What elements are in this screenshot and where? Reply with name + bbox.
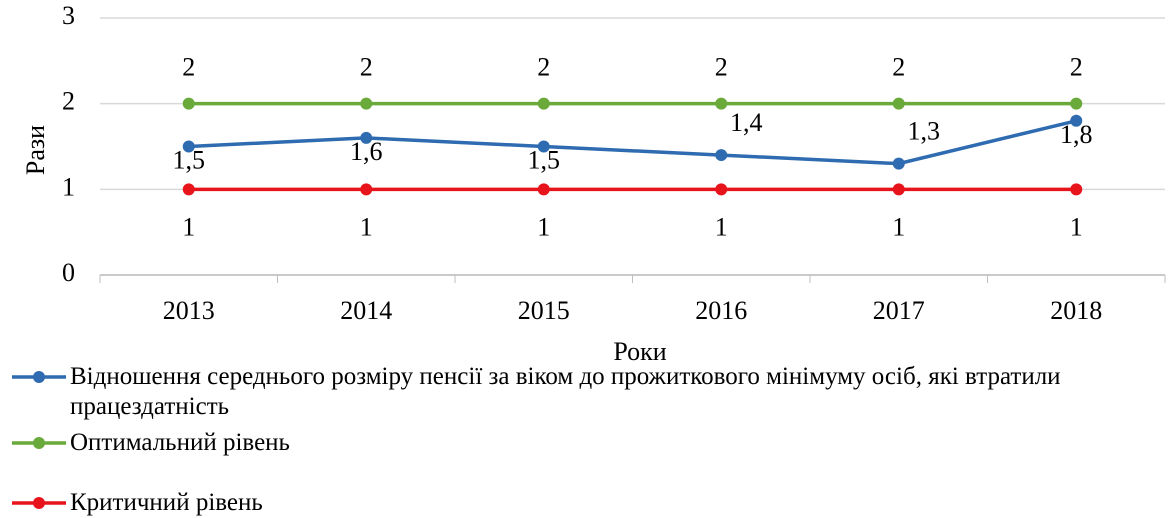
- x-tick-label: 2017: [873, 296, 925, 325]
- data-label: 1: [1070, 212, 1083, 241]
- series-line: [188, 119, 1077, 166]
- data-label: 2: [1070, 53, 1083, 82]
- data-label: 1,8: [1060, 120, 1093, 149]
- x-axis-label: Роки: [613, 337, 666, 366]
- legend-item: Відношення середнього розміру пенсії за …: [10, 362, 1160, 422]
- data-label: 1: [537, 212, 550, 241]
- point: [360, 183, 373, 196]
- point: [537, 97, 550, 110]
- point: [182, 183, 195, 196]
- data-label: 1,5: [173, 145, 206, 174]
- point: [892, 183, 905, 196]
- legend-swatch: [12, 437, 66, 449]
- x-tick-label: 2013: [163, 296, 215, 325]
- data-label: 2: [892, 53, 905, 82]
- data-label: 1: [892, 212, 905, 241]
- data-label: 2: [360, 53, 373, 82]
- data-label: 1: [360, 212, 373, 241]
- point: [715, 183, 728, 196]
- data-label: 1,3: [908, 117, 941, 146]
- y-tick-label: 1: [62, 172, 75, 201]
- x-tick-label: 2016: [695, 296, 747, 325]
- x-tick-label: 2018: [1050, 296, 1102, 325]
- y-tick-label: 3: [62, 1, 75, 30]
- legend-label: Оптимальний рівень: [70, 429, 290, 456]
- data-label: 1,5: [528, 145, 561, 174]
- data-label: 1: [715, 212, 728, 241]
- data-label: 2: [537, 53, 550, 82]
- point: [892, 157, 905, 170]
- data-label: 2: [182, 53, 195, 82]
- point: [1070, 114, 1083, 127]
- point: [1070, 97, 1083, 110]
- x-tick-label: 2014: [340, 296, 392, 325]
- data-label: 1,4: [730, 108, 763, 137]
- point: [360, 97, 373, 110]
- point: [182, 97, 195, 110]
- legend-label: Відношення середнього розміру пенсії за …: [70, 363, 1061, 420]
- y-axis-label: Рази: [21, 125, 50, 175]
- x-tick-label: 2015: [518, 296, 570, 325]
- legend-swatch: [12, 497, 66, 509]
- legend-item: Критичний рівень: [10, 488, 1160, 518]
- y-tick-label: 2: [62, 87, 75, 116]
- data-label: 2: [715, 53, 728, 82]
- data-label: 1: [182, 212, 195, 241]
- point: [892, 97, 905, 110]
- data-label: 1,6: [350, 137, 383, 166]
- legend-label: Критичний рівень: [70, 489, 263, 516]
- y-tick-label: 0: [62, 258, 75, 287]
- point: [182, 140, 195, 153]
- point: [715, 149, 728, 162]
- point: [537, 183, 550, 196]
- point: [715, 97, 728, 110]
- legend-swatch: [12, 371, 66, 383]
- point: [537, 140, 550, 153]
- legend-item: Оптимальний рівень: [10, 428, 1160, 458]
- point: [1070, 183, 1083, 196]
- point: [360, 131, 373, 144]
